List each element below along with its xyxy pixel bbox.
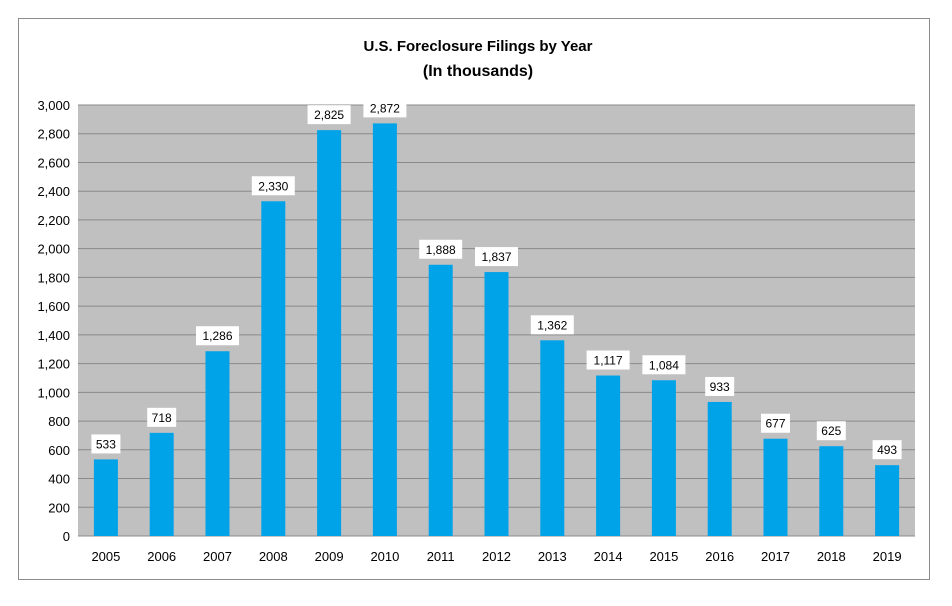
data-label: 933 xyxy=(710,380,730,394)
x-tick-label: 2013 xyxy=(538,549,567,564)
y-tick-label: 800 xyxy=(48,414,70,429)
y-axis-ticks: 0 200 400 600 800 1,000 1,200 1,400 1,600 1,800 2,… xyxy=(37,98,70,544)
y-tick-label: 0 xyxy=(63,529,70,544)
bar xyxy=(149,432,174,536)
data-label: 1,888 xyxy=(426,243,456,257)
data-label-box xyxy=(872,440,902,460)
data-label: 493 xyxy=(877,443,897,457)
data-label-box xyxy=(363,98,407,118)
y-tick-label: 2,600 xyxy=(37,155,70,170)
x-axis-ticks: 2005 2006 2007 2008 2009 2010 2011 2012 2013 2014… xyxy=(91,549,901,564)
data-label: 1,084 xyxy=(649,358,679,372)
x-tick-label: 2005 xyxy=(91,549,120,564)
data-labels: 533 718 1,286 2,330 2,825 2,872 1,888 1,837 1,36… xyxy=(91,98,902,460)
bar xyxy=(651,380,676,536)
data-label: 1,117 xyxy=(594,354,623,368)
bar xyxy=(875,465,900,536)
data-label-box xyxy=(705,376,735,396)
bar xyxy=(428,264,453,536)
data-label: 533 xyxy=(96,437,116,451)
data-label: 1,286 xyxy=(202,329,232,343)
data-label: 677 xyxy=(765,417,785,431)
data-label-box xyxy=(475,247,518,267)
chart-subtitle: (In thousands) xyxy=(423,63,533,80)
y-tick-label: 600 xyxy=(48,443,70,458)
x-tick-label: 2018 xyxy=(817,549,846,564)
data-label-box xyxy=(196,326,239,346)
y-tick-label: 200 xyxy=(48,500,70,515)
bar xyxy=(484,272,509,536)
bar xyxy=(596,375,621,536)
data-label: 2,825 xyxy=(314,108,344,122)
y-tick-label: 1,200 xyxy=(37,357,70,372)
y-tick-label: 2,200 xyxy=(37,213,70,228)
y-tick-label: 400 xyxy=(48,472,70,487)
x-tick-label: 2014 xyxy=(594,549,623,564)
x-tick-label: 2012 xyxy=(482,549,511,564)
x-tick-label: 2010 xyxy=(370,549,399,564)
data-label-box xyxy=(642,355,686,375)
bars xyxy=(93,123,900,537)
x-tick-label: 2015 xyxy=(649,549,678,564)
data-label: 625 xyxy=(821,424,841,438)
bar xyxy=(261,201,286,537)
bar xyxy=(707,401,732,536)
y-tick-label: 1,600 xyxy=(37,299,70,314)
x-tick-label: 2007 xyxy=(203,549,232,564)
data-label: 2,872 xyxy=(370,101,400,115)
data-label: 718 xyxy=(152,411,172,425)
y-tick-label: 1,400 xyxy=(37,328,70,343)
data-label-box xyxy=(761,413,790,433)
y-tick-label: 1,800 xyxy=(37,270,70,285)
x-tick-label: 2008 xyxy=(259,549,288,564)
x-tick-label: 2006 xyxy=(147,549,176,564)
x-tick-label: 2011 xyxy=(427,549,455,564)
x-tick-label: 2009 xyxy=(315,549,344,564)
data-label-box xyxy=(251,176,295,196)
bar xyxy=(317,130,342,536)
chart-title: U.S. Foreclosure Filings by Year xyxy=(364,38,593,55)
bar xyxy=(540,340,565,536)
bar xyxy=(93,459,118,536)
x-tick-label: 2019 xyxy=(873,549,902,564)
data-label: 1,362 xyxy=(537,318,567,332)
y-tick-label: 2,000 xyxy=(37,242,70,257)
x-tick-label: 2016 xyxy=(705,549,734,564)
data-label: 2,330 xyxy=(258,179,288,193)
data-label-box xyxy=(816,421,846,441)
data-label-box xyxy=(586,350,630,370)
y-tick-label: 2,400 xyxy=(37,184,70,199)
y-tick-label: 2,800 xyxy=(37,127,70,142)
y-tick-label: 3,000 xyxy=(37,98,70,113)
x-tick-label: 2017 xyxy=(761,549,790,564)
y-tick-label: 1,000 xyxy=(37,385,70,400)
bar xyxy=(372,123,397,536)
data-label-box xyxy=(147,407,177,427)
data-label-box xyxy=(307,105,351,125)
data-label-box xyxy=(419,239,463,259)
data-label-box xyxy=(91,434,121,454)
bar xyxy=(763,438,788,536)
data-label: 1,837 xyxy=(481,250,511,264)
bar xyxy=(205,351,230,536)
data-label-box xyxy=(530,315,574,335)
bar xyxy=(819,446,844,536)
